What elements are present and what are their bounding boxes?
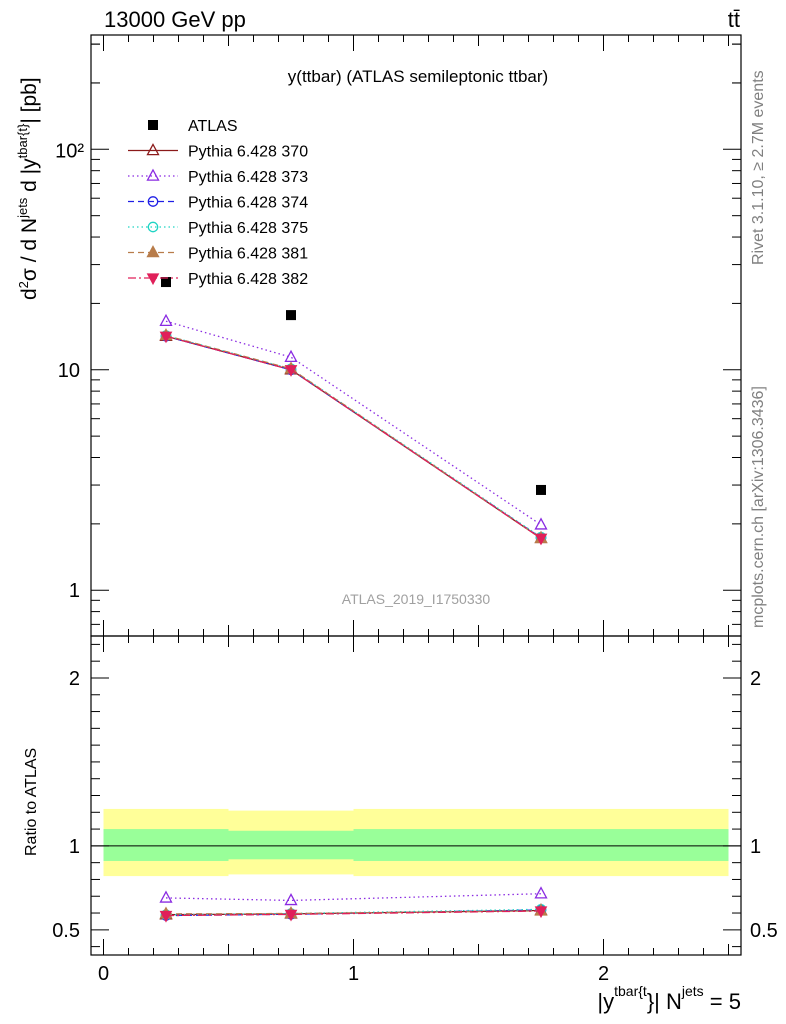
data-point	[534, 533, 548, 546]
x-tick-label: 0	[98, 963, 109, 985]
legend-item: Pythia 6.428 370	[128, 143, 308, 161]
legend-label: ATLAS	[188, 118, 238, 135]
legend-marker	[148, 120, 158, 130]
ratio-line	[165, 910, 542, 917]
legend-item: Pythia 6.428 375	[128, 220, 308, 237]
legend-item: Pythia 6.428 381	[128, 245, 308, 263]
legend-item: Pythia 6.428 374	[128, 195, 308, 212]
ratio-point	[284, 893, 298, 906]
x-tick-label: 2	[598, 963, 609, 985]
y-tick-label: 10	[58, 360, 80, 382]
plot-title: y(ttbar) (ATLAS semileptonic ttbar)	[288, 67, 548, 86]
series-1	[159, 328, 548, 544]
series-3	[160, 330, 547, 544]
series-6	[159, 331, 548, 546]
ratio-frame	[90, 635, 742, 956]
ratio-point	[159, 890, 173, 903]
legend-label: Pythia 6.428 381	[188, 246, 308, 263]
legend-label: Pythia 6.428 373	[188, 169, 308, 186]
x-axis-label: |ytbar{t}| Njets = 5	[597, 983, 741, 1014]
legend-item: Pythia 6.428 382	[128, 271, 308, 288]
data-point	[284, 365, 298, 377]
data-point	[286, 310, 296, 321]
legend-item: ATLAS	[148, 118, 238, 135]
ratio-y-tick-label: 2	[69, 668, 80, 690]
uncertainty-band-inner	[228, 830, 354, 860]
series-line	[165, 334, 542, 539]
ratio-point	[159, 910, 173, 923]
ratio-y-tick-label: 0.5	[52, 920, 80, 942]
x-tick-label: 1	[348, 963, 359, 985]
legend-marker	[146, 168, 160, 181]
data-point	[159, 313, 173, 327]
uncertainty-band-inner	[103, 829, 229, 861]
ratio-y-tick-label-right: 2	[750, 668, 761, 690]
ratio-y-tick-label-right: 0.5	[750, 920, 778, 942]
data-point	[284, 349, 298, 363]
legend-label: Pythia 6.428 382	[188, 271, 308, 288]
mcplots-label: mcplots.cern.ch [arXiv:1306.3436]	[750, 386, 767, 628]
ratio-point	[534, 886, 548, 899]
legend: ATLAS Pythia 6.428 370 Pythia 6.428 373 Pyt…	[128, 118, 308, 288]
ratio-series-6	[159, 906, 548, 923]
data-point	[161, 277, 171, 288]
y-tick-label: 10²	[55, 140, 84, 162]
ratio-point	[284, 909, 298, 922]
rivet-label: Rivet 3.1.10, ≥ 2.7M events	[750, 70, 767, 265]
legend-label: Pythia 6.428 374	[188, 195, 308, 212]
data-point	[159, 331, 173, 344]
data-point	[534, 517, 548, 530]
data-point	[536, 484, 546, 495]
uncertainty-band-inner	[353, 829, 729, 861]
series-line	[165, 334, 542, 538]
ratio-line	[165, 893, 542, 902]
series-line	[165, 335, 542, 539]
series-0	[161, 277, 546, 495]
series-2	[159, 313, 548, 530]
legend-marker	[146, 245, 160, 258]
legend-marker	[147, 196, 159, 207]
watermark: ATLAS_2019_I1750330	[342, 591, 491, 607]
legend-label: Pythia 6.428 370	[188, 144, 308, 161]
ratio-panel: 0.5 0.5 1 1 2 2 0 1 2 Ratio to ATLAS	[23, 635, 778, 985]
y-axis-label: d2σ / d Njets d |ytbar{t}| [pb]	[15, 77, 41, 300]
ratio-y-tick-label: 1	[69, 836, 80, 858]
y-tick-label: 1	[69, 580, 80, 602]
ratio-y-tick-label-right: 1	[750, 836, 761, 858]
legend-label: Pythia 6.428 375	[188, 220, 308, 237]
series-5	[159, 328, 548, 544]
series-line	[165, 335, 542, 539]
series-line	[165, 335, 542, 539]
series-4	[160, 330, 547, 543]
legend-marker	[147, 221, 159, 233]
legend-marker	[146, 273, 160, 286]
ratio-series-2	[159, 886, 548, 906]
main-panel: 1 10 10² y(ttbar) (ATLAS semileptonic ttba…	[15, 34, 742, 637]
ratio-point	[534, 906, 548, 919]
legend-marker	[146, 143, 160, 156]
process-label: tt̄	[728, 7, 740, 32]
legend-item: Pythia 6.428 373	[128, 168, 308, 186]
energy-label: 13000 GeV pp	[104, 7, 246, 32]
ratio-y-label: Ratio to ATLAS	[23, 748, 40, 856]
